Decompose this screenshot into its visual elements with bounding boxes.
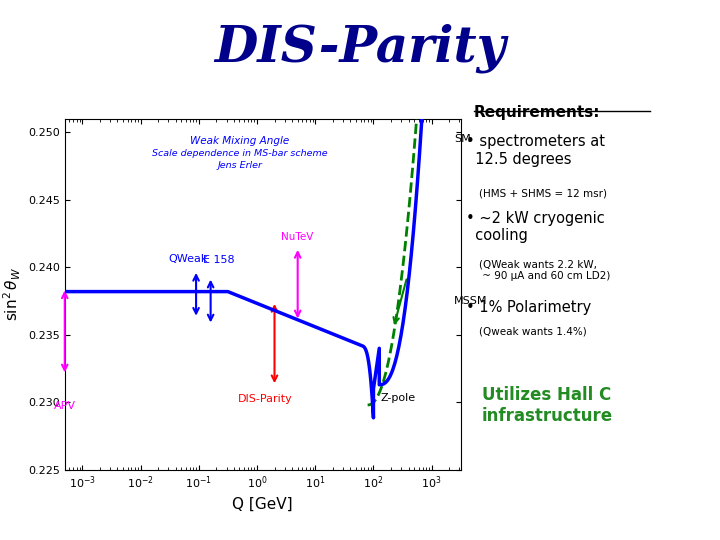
- Text: DIS-Parity: DIS-Parity: [214, 24, 506, 73]
- Text: (Qweak wants 1.4%): (Qweak wants 1.4%): [479, 326, 587, 336]
- Text: Weak Mixing Angle: Weak Mixing Angle: [190, 136, 289, 146]
- Text: Jens Erler: Jens Erler: [217, 161, 262, 170]
- Text: SM: SM: [454, 134, 471, 144]
- Text: NuTeV: NuTeV: [282, 232, 314, 242]
- X-axis label: Q [GeV]: Q [GeV]: [233, 497, 293, 512]
- Text: • 1% Polarimetry: • 1% Polarimetry: [466, 300, 591, 315]
- Text: • spectrometers at
  12.5 degrees: • spectrometers at 12.5 degrees: [466, 134, 605, 167]
- Text: Requirements:: Requirements:: [474, 105, 600, 120]
- Text: • ~2 kW cryogenic
  cooling: • ~2 kW cryogenic cooling: [466, 211, 605, 243]
- Text: APV: APV: [54, 401, 76, 411]
- Text: QWeak: QWeak: [168, 254, 207, 264]
- Text: (QWeak wants 2.2 kW,
 ~ 90 μA and 60 cm LD2): (QWeak wants 2.2 kW, ~ 90 μA and 60 cm L…: [479, 259, 611, 281]
- Text: DIS-Parity: DIS-Parity: [238, 394, 293, 404]
- Text: MSSM: MSSM: [454, 296, 487, 306]
- Text: (HMS + SHMS = 12 msr): (HMS + SHMS = 12 msr): [479, 188, 607, 199]
- Text: E 158: E 158: [203, 255, 235, 265]
- Text: Utilizes Hall C
infrastructure: Utilizes Hall C infrastructure: [482, 386, 613, 425]
- Y-axis label: $\sin^2\theta_W$: $\sin^2\theta_W$: [1, 267, 22, 321]
- Text: Z-pole: Z-pole: [380, 393, 415, 403]
- Text: Scale dependence in MS-bar scheme: Scale dependence in MS-bar scheme: [152, 148, 328, 158]
